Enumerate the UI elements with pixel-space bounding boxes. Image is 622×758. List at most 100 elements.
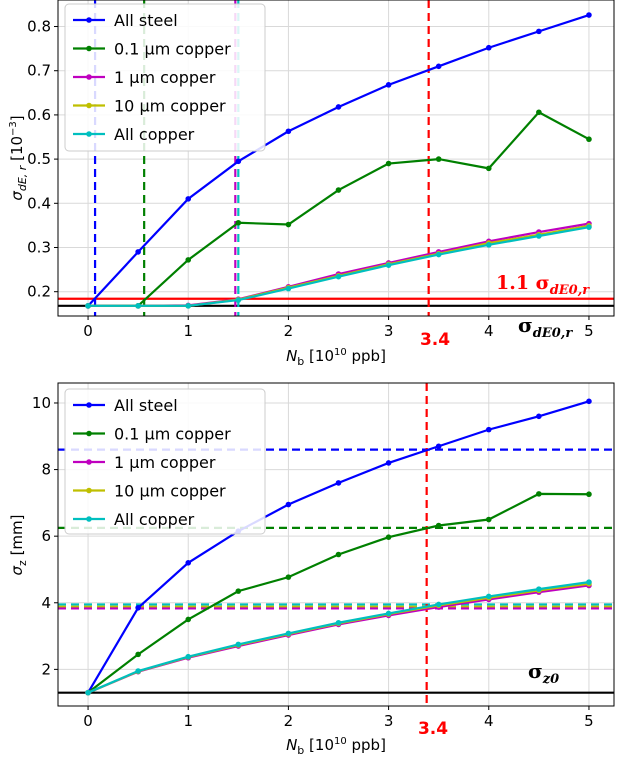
data-point xyxy=(335,480,342,486)
x-tick-label: 4 xyxy=(484,322,494,340)
y-ticks: 0.2 0.3 0.4 0.5 0.6 0.7 0.8 xyxy=(27,18,58,301)
x-tick-label: 3 xyxy=(384,322,394,340)
y-axis-label: σdE, r [10−3] xyxy=(8,115,29,200)
data-point xyxy=(85,303,91,309)
data-point xyxy=(536,28,542,35)
data-point xyxy=(586,579,592,585)
y-tick-label: 0.3 xyxy=(27,238,51,256)
x-tick-label: 2 xyxy=(284,322,294,340)
x-ticks: 0 1 2 3 4 5 xyxy=(83,316,594,340)
data-point xyxy=(285,128,292,135)
data-point xyxy=(185,653,192,660)
red-threshold-label: 1.1 σdE0,r xyxy=(496,272,590,298)
y-tick-label: 2 xyxy=(41,660,51,678)
legend-label: All steel xyxy=(114,11,178,30)
y-tick-label: 0.2 xyxy=(27,283,51,301)
data-point xyxy=(435,156,442,162)
x-axis-label: Nb [1010 ppb] xyxy=(286,347,386,368)
data-point xyxy=(435,63,442,70)
data-point xyxy=(135,249,141,255)
data-point xyxy=(385,610,392,617)
legend-label: 10 µm copper xyxy=(114,97,226,116)
x-ticks: 0 1 2 3 4 5 xyxy=(83,706,594,730)
data-point xyxy=(385,82,392,88)
data-point xyxy=(435,443,442,450)
data-point xyxy=(586,398,592,405)
data-point xyxy=(185,560,192,566)
chart-dE-panel: 0 1 2 3 4 5 0.2 0.3 0.4 0.5 0.6 0.7 0.8 Nb [1010 pp… xyxy=(8,0,615,368)
legend-label: 1 µm copper xyxy=(114,68,216,87)
data-point xyxy=(335,273,342,280)
data-point xyxy=(586,136,592,143)
grid xyxy=(58,383,614,706)
data-point xyxy=(485,165,492,172)
data-point xyxy=(435,251,442,258)
data-point xyxy=(235,297,242,303)
x-tick-label: 0 xyxy=(83,712,93,730)
legend-marker xyxy=(86,402,92,408)
legend-label: 0.1 µm copper xyxy=(114,425,231,444)
grid xyxy=(58,0,614,316)
data-point xyxy=(85,689,91,696)
x-tick-label: 1 xyxy=(183,322,193,340)
legend-marker xyxy=(86,430,92,437)
plot-frame xyxy=(57,0,615,317)
x-tick-label: 5 xyxy=(584,322,594,340)
y-tick-label: 0.5 xyxy=(27,150,51,168)
data-point xyxy=(435,601,442,608)
data-point xyxy=(485,44,492,51)
data-point xyxy=(285,574,292,580)
data-point xyxy=(285,285,292,292)
legend-marker xyxy=(86,516,92,522)
legend-label: 1 µm copper xyxy=(114,453,216,472)
black-baseline-label: σz0 xyxy=(528,659,559,687)
x-axis-label: Nb [1010 ppb] xyxy=(286,736,386,757)
data-point xyxy=(235,219,242,226)
data-point xyxy=(536,491,542,497)
data-point xyxy=(435,522,442,529)
red-x-marker-label: 3.4 xyxy=(420,330,450,350)
y-axis-label: σz [mm] xyxy=(8,515,29,576)
y-tick-label: 4 xyxy=(41,594,51,612)
data-point xyxy=(536,233,542,239)
data-point xyxy=(335,187,342,193)
legend-label: All copper xyxy=(114,125,195,144)
data-point xyxy=(135,668,141,674)
legend-label: All copper xyxy=(114,510,195,529)
data-point xyxy=(385,460,392,466)
y-tick-label: 0.4 xyxy=(27,194,51,212)
x-tick-label: 5 xyxy=(584,712,594,730)
data-point xyxy=(485,516,492,523)
data-point xyxy=(235,158,242,165)
data-point xyxy=(235,588,242,594)
data-point xyxy=(335,104,342,110)
data-point xyxy=(385,160,392,167)
data-point xyxy=(285,221,292,228)
data-point xyxy=(586,224,592,230)
black-baseline-label: σdE0,r xyxy=(518,313,573,341)
legend-label: 10 µm copper xyxy=(114,482,226,501)
y-tick-label: 0.7 xyxy=(27,62,51,80)
data-point xyxy=(185,616,192,623)
data-point xyxy=(485,242,492,248)
legend-marker xyxy=(86,459,92,465)
x-tick-label: 4 xyxy=(484,712,494,730)
data-point xyxy=(586,491,592,498)
data-point xyxy=(485,593,492,600)
data-point xyxy=(335,551,342,558)
data-point xyxy=(185,303,192,309)
y-tick-label: 0.6 xyxy=(27,106,51,124)
legend-marker xyxy=(86,74,92,80)
legend: All steel 0.1 µm copper 1 µm copper 10 µm c… xyxy=(64,3,266,152)
data-point xyxy=(285,501,292,508)
y-tick-label: 8 xyxy=(41,461,51,479)
y-tick-label: 10 xyxy=(32,394,51,412)
y-tick-label: 0.8 xyxy=(27,18,51,36)
red-x-marker-label: 3.4 xyxy=(418,719,448,739)
legend-marker xyxy=(86,131,92,137)
legend-marker xyxy=(86,45,92,52)
data-point xyxy=(536,109,542,116)
legend: All steel 0.1 µm copper 1 µm copper 10 µm c… xyxy=(64,388,266,535)
